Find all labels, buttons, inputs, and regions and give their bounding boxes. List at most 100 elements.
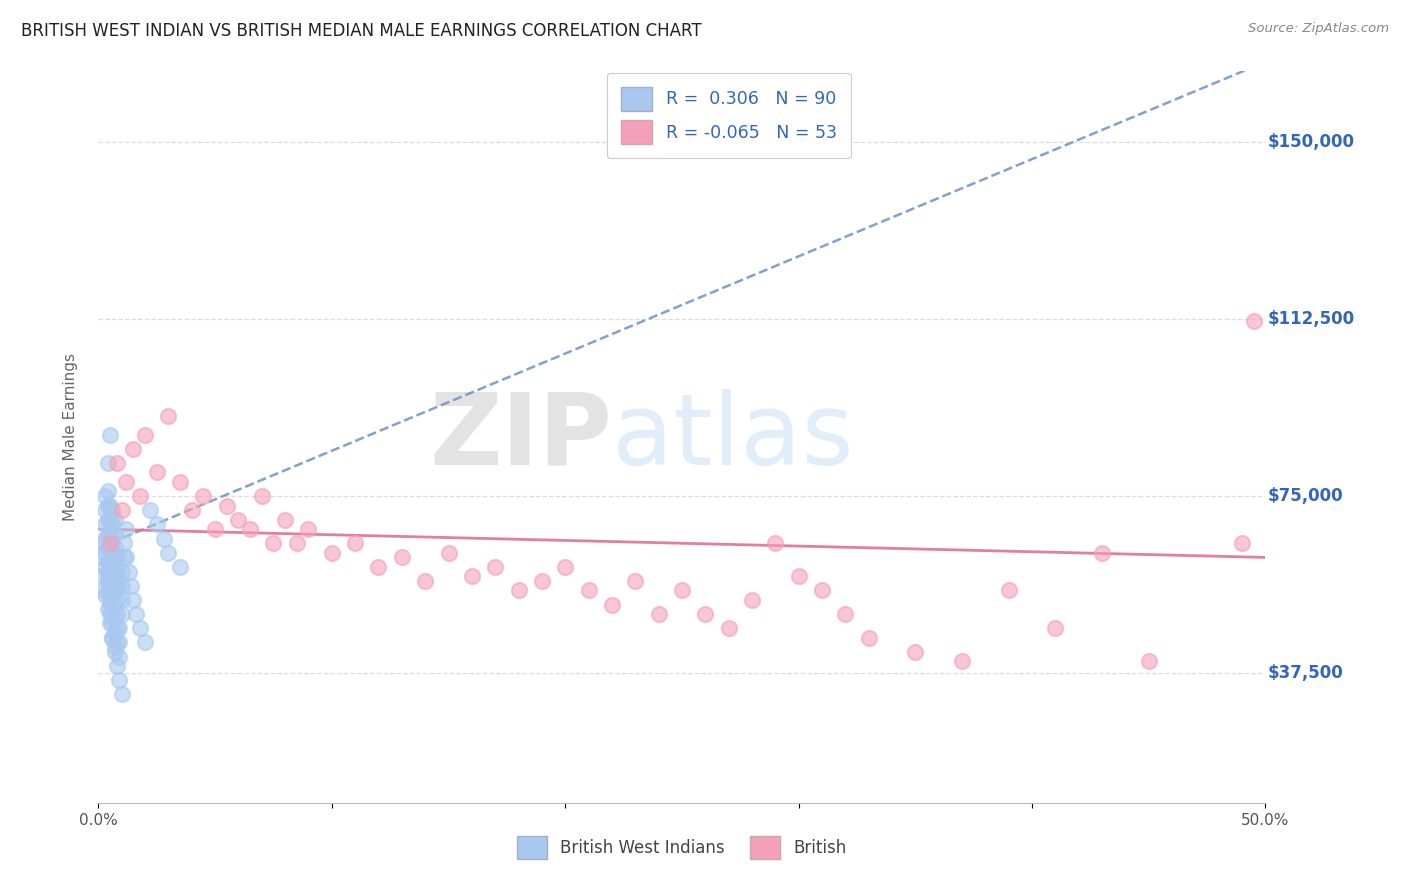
Point: [97, 541, 120, 555]
Point: [122, 593, 145, 607]
Point: [105, 456, 128, 470]
Point: [129, 489, 152, 503]
Text: atlas: atlas: [612, 389, 853, 485]
Point: [97, 565, 120, 579]
Text: $150,000: $150,000: [1268, 133, 1355, 151]
Point: [97, 513, 120, 527]
Point: [97, 555, 120, 569]
Point: [367, 559, 389, 574]
Point: [94, 517, 117, 532]
Y-axis label: Median Male Earnings: Median Male Earnings: [63, 353, 77, 521]
Point: [624, 574, 647, 588]
Point: [134, 427, 156, 442]
Point: [104, 640, 127, 654]
Point: [125, 607, 148, 621]
Point: [1137, 654, 1160, 668]
Point: [671, 583, 693, 598]
Text: Source: ZipAtlas.com: Source: ZipAtlas.com: [1249, 22, 1389, 36]
Point: [105, 607, 128, 621]
Point: [262, 536, 284, 550]
Point: [120, 579, 142, 593]
Point: [98, 526, 121, 541]
Point: [104, 555, 127, 569]
Point: [146, 466, 169, 480]
Point: [115, 550, 138, 565]
Point: [111, 565, 134, 579]
Point: [97, 499, 120, 513]
Point: [274, 513, 297, 527]
Point: [98, 427, 121, 442]
Point: [98, 541, 121, 555]
Point: [94, 546, 117, 560]
Point: [484, 559, 506, 574]
Point: [134, 635, 156, 649]
Point: [858, 631, 880, 645]
Point: [950, 654, 973, 668]
Point: [169, 559, 191, 574]
Point: [104, 513, 127, 527]
Point: [111, 607, 134, 621]
Point: [297, 522, 319, 536]
Point: [1243, 314, 1265, 328]
Point: [91, 550, 114, 565]
Point: [101, 616, 124, 631]
Point: [91, 583, 114, 598]
Point: [98, 499, 121, 513]
Point: [97, 569, 120, 583]
Point: [98, 555, 121, 569]
Point: [508, 583, 530, 598]
Point: [250, 489, 273, 503]
Point: [111, 687, 134, 701]
Point: [997, 583, 1019, 598]
Point: [239, 522, 262, 536]
Point: [104, 526, 127, 541]
Point: [101, 602, 124, 616]
Point: [104, 598, 127, 612]
Point: [1091, 546, 1114, 560]
Text: $75,000: $75,000: [1268, 487, 1343, 505]
Point: [285, 536, 308, 550]
Point: [94, 503, 117, 517]
Point: [98, 536, 121, 550]
Point: [152, 532, 174, 546]
Point: [215, 499, 238, 513]
Point: [104, 569, 127, 583]
Point: [139, 503, 162, 517]
Point: [97, 484, 120, 499]
Text: $112,500: $112,500: [1268, 310, 1355, 328]
Point: [741, 593, 763, 607]
Point: [98, 593, 121, 607]
Point: [98, 513, 121, 527]
Point: [108, 673, 131, 687]
Point: [228, 513, 250, 527]
Point: [695, 607, 717, 621]
Point: [97, 602, 120, 616]
Point: [811, 583, 834, 598]
Point: [105, 550, 128, 565]
Point: [600, 598, 623, 612]
Point: [94, 588, 117, 602]
Point: [111, 593, 134, 607]
Point: [104, 574, 127, 588]
Point: [461, 569, 484, 583]
Point: [157, 546, 180, 560]
Point: [101, 631, 124, 645]
Point: [554, 559, 576, 574]
Point: [193, 489, 215, 503]
Point: [98, 616, 121, 631]
Point: [321, 546, 343, 560]
Point: [169, 475, 191, 489]
Point: [104, 541, 127, 555]
Point: [834, 607, 856, 621]
Point: [717, 621, 740, 635]
Point: [530, 574, 553, 588]
Point: [118, 565, 141, 579]
Point: [91, 569, 114, 583]
Point: [112, 550, 135, 565]
Point: [787, 569, 810, 583]
Point: [98, 598, 121, 612]
Point: [97, 456, 120, 470]
Point: [94, 489, 117, 503]
Point: [108, 621, 131, 635]
Point: [101, 631, 124, 645]
